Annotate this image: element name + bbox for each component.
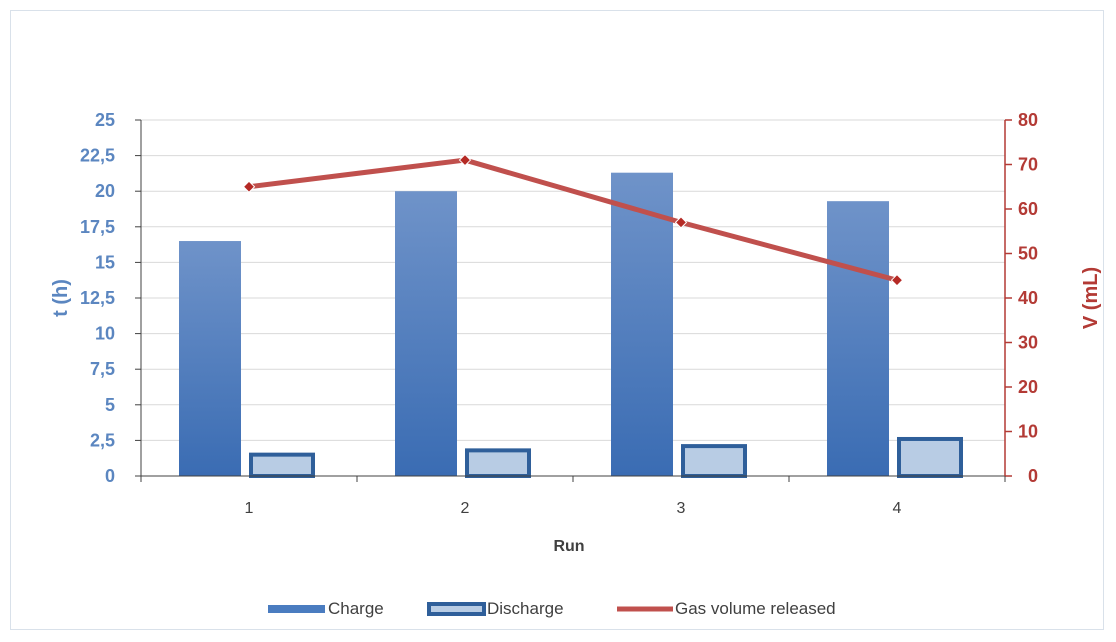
tick-labels: 0 2,5 5 7,5 10 12,5 15 17,5 20 22,5 25 0 10 20 30 40 50 6… [80,110,1038,517]
bar-discharge [897,436,963,479]
y-tick-label-left: 5 [105,395,115,415]
y-tick-label-left: 25 [95,110,115,130]
y-tick-label-left: 0 [105,466,115,486]
y-tick-label-left: 10 [95,324,115,344]
y-tick-label-right: 0 [1028,466,1038,486]
y-tick-label-right: 80 [1018,110,1038,130]
y-tick-label-right: 10 [1018,422,1038,442]
y-tick-label-left: 17,5 [80,217,115,237]
axes [135,119,1012,482]
gas-volume-line [248,157,898,283]
bar-charge [179,241,241,476]
y-tick-label-right: 40 [1018,288,1038,308]
line-series [242,153,904,287]
bar-discharge [249,452,315,479]
legend-swatch-charge [268,605,325,613]
x-tick-label: 4 [893,500,902,517]
y-tick-label-right: 30 [1018,333,1038,353]
gas-volume-marker [458,153,472,167]
legend-label-charge: Charge [328,599,384,618]
bar-discharge [465,448,531,479]
y-tick-label-right: 70 [1018,155,1038,175]
y-tick-label-right: 20 [1018,377,1038,397]
y-tick-label-left: 15 [95,252,115,272]
x-tick-label: 1 [245,500,254,517]
legend-label-gas-volume: Gas volume released [675,599,836,618]
y-tick-label-left: 2,5 [90,430,115,450]
x-tick-label: 3 [677,500,686,517]
y-tick-label-left: 12,5 [80,288,115,308]
y-tick-label-right: 60 [1018,199,1038,219]
gas-volume-marker [242,180,256,193]
legend: Charge Discharge Gas volume released [268,599,836,618]
x-tick-label: 2 [461,500,470,517]
legend-label-discharge: Discharge [487,599,564,618]
y-axis-title-right: V (mL) [1080,267,1102,329]
bar-series [179,172,963,479]
gas-volume-marker [674,216,688,229]
legend-swatch-discharge [427,602,486,616]
y-tick-label-left: 7,5 [90,359,115,379]
bar-discharge [681,444,747,479]
y-axis-title-left: t (h) [50,279,72,317]
gas-volume-marker [890,273,904,287]
y-tick-label-left: 22,5 [80,146,115,166]
bar-charge [827,201,889,476]
y-tick-label-right: 50 [1018,244,1038,264]
x-axis-title: Run [553,538,584,555]
bar-charge [395,191,457,476]
y-tick-label-left: 20 [95,181,115,201]
bar-charge [611,172,673,477]
